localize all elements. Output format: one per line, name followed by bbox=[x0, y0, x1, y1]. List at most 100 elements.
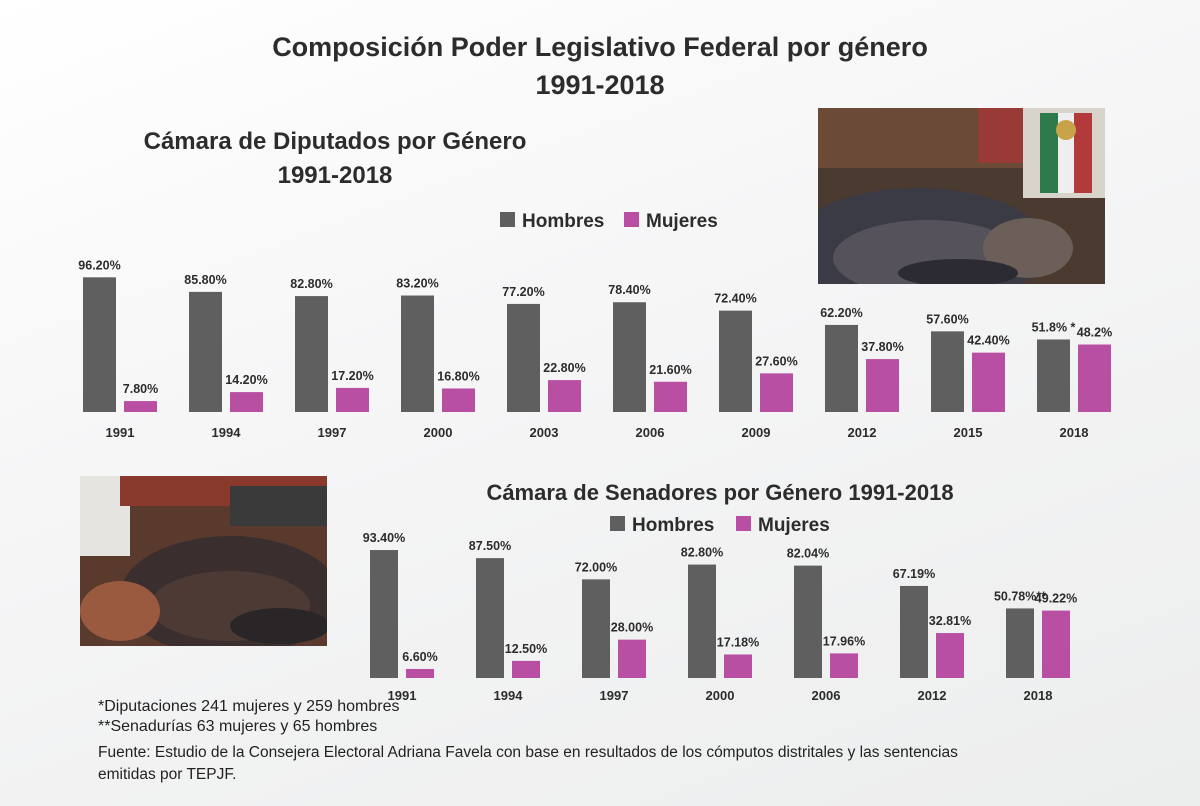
bar-mujeres-1991 bbox=[124, 401, 157, 412]
bar-hombres-2009 bbox=[719, 310, 752, 412]
category-label-2018: 2018 bbox=[1060, 425, 1089, 440]
bar-hombres-2018 bbox=[1006, 608, 1034, 678]
category-label-1991: 1991 bbox=[106, 425, 135, 440]
bar-hombres-2012 bbox=[900, 585, 928, 678]
bar-hombres-1991 bbox=[370, 550, 398, 678]
label-mujeres-2000: 17.18% bbox=[717, 635, 759, 649]
bar-mujeres-2018 bbox=[1078, 344, 1111, 412]
label-hombres-1991: 93.40% bbox=[363, 531, 405, 545]
bar-hombres-1994 bbox=[189, 291, 222, 412]
bar-mujeres-1994 bbox=[230, 392, 263, 412]
label-hombres-2018: 50.78%** bbox=[994, 589, 1046, 603]
label-hombres-1991: 96.20% bbox=[78, 258, 120, 272]
label-hombres-2003: 77.20% bbox=[502, 285, 544, 299]
label-mujeres-2003: 22.80% bbox=[543, 361, 585, 375]
label-mujeres-2006: 17.96% bbox=[823, 634, 865, 648]
main-title-years: 1991-2018 bbox=[535, 70, 665, 100]
bar-hombres-1997 bbox=[295, 296, 328, 412]
label-hombres-1994: 85.80% bbox=[184, 273, 226, 287]
main-title: Composición Poder Legislativo Federal po… bbox=[272, 32, 928, 62]
senadores-bars: 93.40% 6.60% 1991 87.50% 12.50% 1994 72.00% 28.… bbox=[363, 531, 1077, 703]
category-label-2000: 2000 bbox=[424, 425, 453, 440]
bar-mujeres-2000 bbox=[724, 654, 752, 678]
label-mujeres-2012: 37.80% bbox=[861, 340, 903, 354]
label-mujeres-2009: 27.60% bbox=[755, 354, 797, 368]
note-senadurias: **Senadurías 63 mujeres y 65 hombres bbox=[98, 718, 378, 735]
category-label-2012: 2012 bbox=[918, 688, 947, 703]
category-label-1994: 1994 bbox=[212, 425, 242, 440]
label-mujeres-2000: 16.80% bbox=[437, 369, 479, 383]
diputados-title: Cámara de Diputados por Género bbox=[143, 128, 527, 155]
label-hombres-2000: 83.20% bbox=[396, 277, 438, 291]
category-label-2000: 2000 bbox=[706, 688, 735, 703]
bar-mujeres-2018 bbox=[1042, 610, 1070, 678]
senadores-chart: Hombres Mujeres 93.40% 6.60% 1991 87.50% 12.… bbox=[363, 515, 1077, 703]
senadores-legend: Hombres Mujeres bbox=[610, 515, 830, 536]
label-hombres-2012: 67.19% bbox=[893, 567, 935, 581]
label-mujeres-1991: 6.60% bbox=[402, 650, 437, 664]
label-mujeres-2012: 32.81% bbox=[929, 614, 971, 628]
diputados-chamber-photo bbox=[818, 108, 1105, 284]
note-fuente-line2: emitidas por TEPJF. bbox=[98, 766, 237, 783]
label-hombres-2006: 82.04% bbox=[787, 547, 829, 561]
label-hombres-2015: 57.60% bbox=[926, 312, 968, 326]
label-mujeres-2006: 21.60% bbox=[649, 363, 691, 377]
label-mujeres-2018: 49.22% bbox=[1035, 592, 1077, 606]
bar-mujeres-1994 bbox=[512, 660, 540, 678]
bar-hombres-2018 bbox=[1037, 339, 1070, 412]
label-mujeres-2015: 42.40% bbox=[967, 334, 1009, 348]
diputados-bars: 96.20% 7.80% 1991 85.80% 14.20% 1994 82.80% 17.… bbox=[78, 258, 1112, 440]
bar-hombres-1997 bbox=[582, 579, 610, 678]
label-hombres-2018: 51.8% * bbox=[1032, 320, 1076, 334]
bar-mujeres-2006 bbox=[654, 381, 687, 412]
category-label-2009: 2009 bbox=[742, 425, 771, 440]
bar-hombres-2006 bbox=[613, 302, 646, 412]
bar-mujeres-2003 bbox=[548, 380, 581, 412]
legend-mujeres-swatch bbox=[736, 516, 751, 531]
note-diputaciones: *Diputaciones 241 mujeres y 259 hombres bbox=[98, 698, 400, 715]
label-hombres-2000: 82.80% bbox=[681, 546, 723, 560]
legend-mujeres-swatch bbox=[624, 212, 639, 227]
legend-hombres-swatch bbox=[500, 212, 515, 227]
senadores-chamber-photo bbox=[80, 476, 327, 646]
category-label-2003: 2003 bbox=[530, 425, 559, 440]
label-mujeres-1997: 17.20% bbox=[331, 369, 373, 383]
bar-mujeres-2009 bbox=[760, 373, 793, 412]
diputados-legend: Hombres Mujeres bbox=[500, 211, 718, 232]
label-hombres-2006: 78.40% bbox=[608, 283, 650, 297]
legend-mujeres-label: Mujeres bbox=[646, 211, 718, 232]
bar-mujeres-1991 bbox=[406, 668, 434, 678]
label-hombres-1997: 82.80% bbox=[290, 277, 332, 291]
bar-hombres-1991 bbox=[83, 277, 116, 412]
bar-hombres-2000 bbox=[688, 564, 716, 678]
diputados-chart: Hombres Mujeres 96.20% 7.80% 1991 85.80% 14.… bbox=[78, 211, 1112, 440]
label-hombres-2009: 72.40% bbox=[714, 292, 756, 306]
legend-hombres-label: Hombres bbox=[632, 515, 714, 536]
bar-hombres-2000 bbox=[401, 295, 434, 412]
bar-mujeres-1997 bbox=[336, 387, 369, 412]
label-mujeres-1997: 28.00% bbox=[611, 621, 653, 635]
label-mujeres-2018: 48.2% bbox=[1077, 326, 1112, 340]
bar-hombres-2012 bbox=[825, 324, 858, 412]
category-label-1997: 1997 bbox=[318, 425, 347, 440]
category-label-2012: 2012 bbox=[848, 425, 877, 440]
category-label-1997: 1997 bbox=[600, 688, 629, 703]
bar-mujeres-2012 bbox=[936, 633, 964, 678]
bar-hombres-2003 bbox=[507, 303, 540, 412]
bar-mujeres-2015 bbox=[972, 352, 1005, 412]
label-mujeres-1991: 7.80% bbox=[123, 382, 158, 396]
senadores-title: Cámara de Senadores por Género 1991-2018 bbox=[486, 480, 954, 505]
label-hombres-1994: 87.50% bbox=[469, 539, 511, 553]
label-hombres-1997: 72.00% bbox=[575, 560, 617, 574]
legend-hombres-swatch bbox=[610, 516, 625, 531]
bar-mujeres-2012 bbox=[866, 359, 899, 412]
bar-mujeres-2000 bbox=[442, 388, 475, 412]
category-label-1994: 1994 bbox=[494, 688, 524, 703]
legend-mujeres-label: Mujeres bbox=[758, 515, 830, 536]
category-label-2015: 2015 bbox=[954, 425, 983, 440]
legend-hombres-label: Hombres bbox=[522, 211, 604, 232]
note-fuente-line1: Fuente: Estudio de la Consejera Electora… bbox=[98, 744, 958, 761]
bar-hombres-2006 bbox=[794, 565, 822, 678]
category-label-1991: 1991 bbox=[388, 688, 417, 703]
